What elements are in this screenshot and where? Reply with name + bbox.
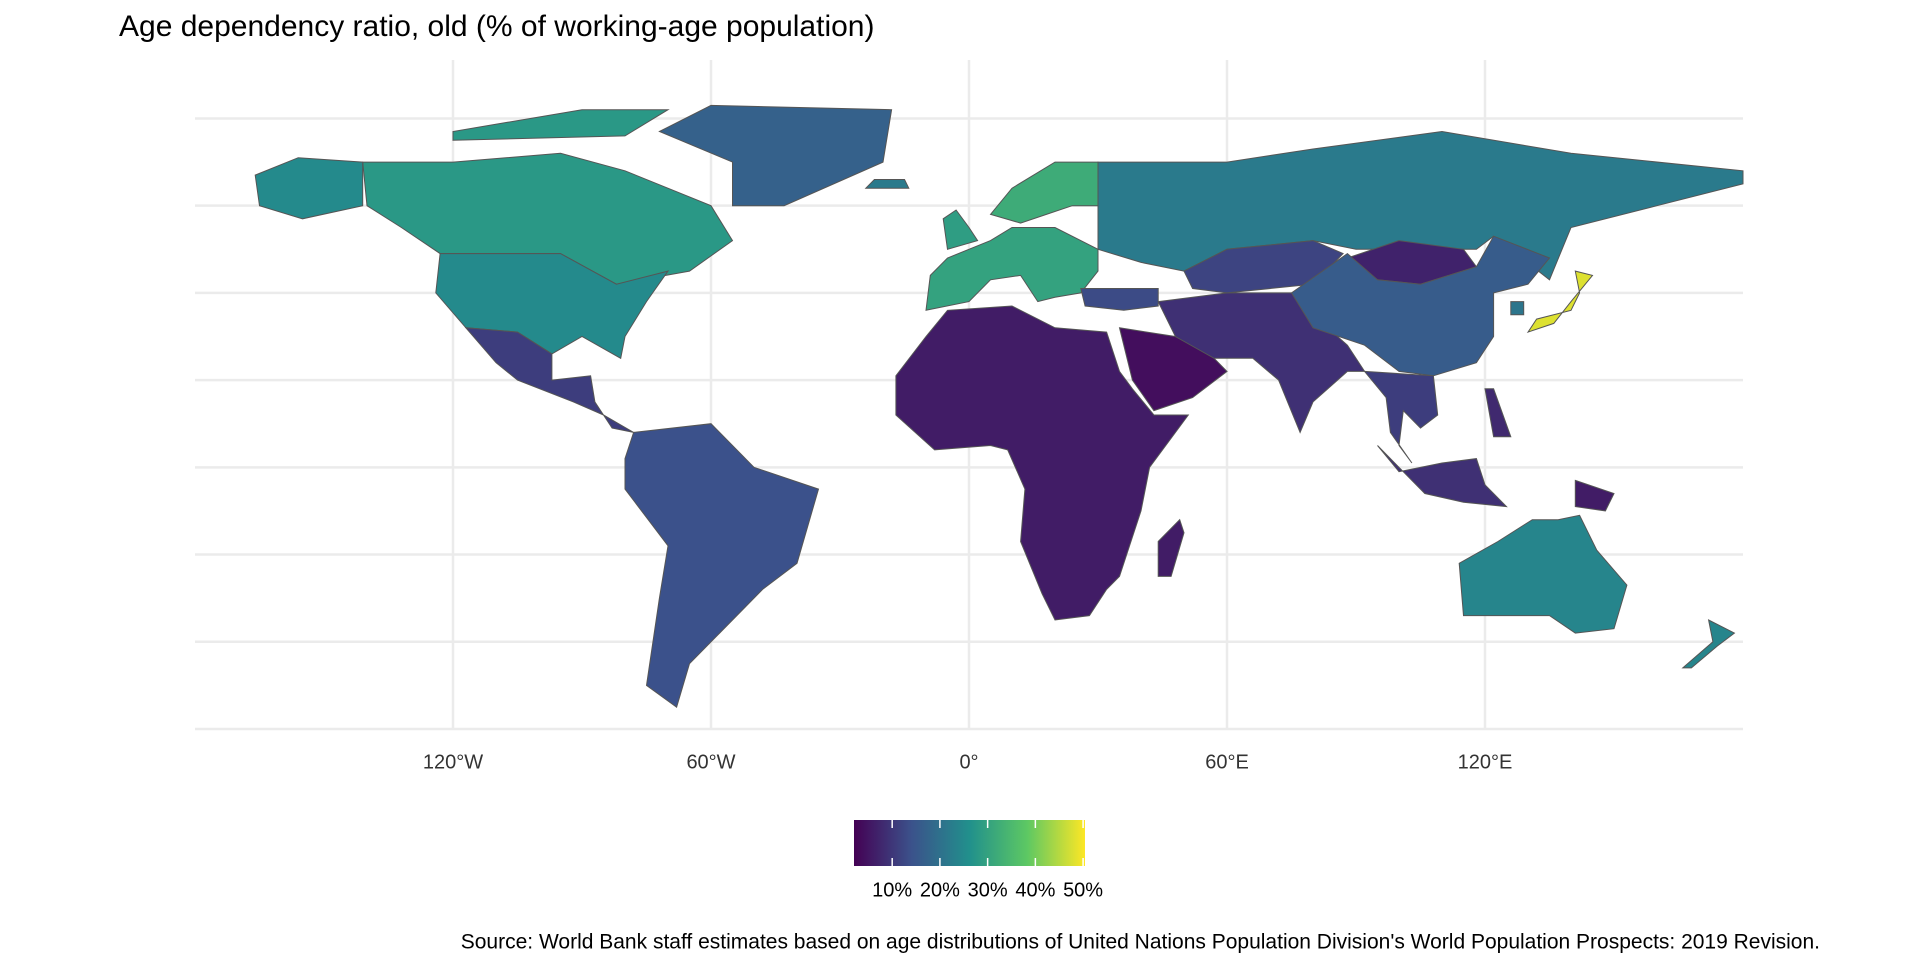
chart-title: Age dependency ratio, old (% of working-… (119, 10, 874, 43)
x-tick-label: 60°W (686, 751, 735, 773)
caption: Source: World Bank staff estimates based… (461, 931, 1820, 954)
x-tick-label: 0° (959, 751, 978, 773)
legend-label: 20% (920, 879, 960, 901)
legend-label: 50% (1063, 879, 1103, 901)
region (1681, 619, 1736, 669)
legend-label: 10% (872, 879, 912, 901)
region (1377, 445, 1508, 508)
region (1290, 235, 1551, 377)
region (658, 104, 893, 207)
legend-label: 30% (968, 879, 1008, 901)
x-tick-label: 120°W (423, 751, 483, 773)
region (452, 109, 670, 141)
region (942, 209, 979, 250)
region (1157, 518, 1185, 577)
legend-colorbar (854, 820, 1085, 866)
region (464, 327, 634, 433)
region (989, 161, 1099, 224)
x-tick-label: 120°E (1458, 751, 1513, 773)
region (1526, 270, 1594, 334)
region (1574, 479, 1615, 512)
region (925, 227, 1099, 311)
region (1510, 301, 1525, 316)
x-tick-label: 60°E (1205, 751, 1249, 773)
legend-label: 40% (1015, 879, 1055, 901)
region (1484, 388, 1512, 438)
region (895, 305, 1190, 621)
region (1458, 514, 1628, 634)
region (1080, 288, 1159, 311)
region (864, 179, 910, 189)
region (624, 423, 820, 709)
region (254, 157, 364, 220)
region (1363, 370, 1439, 464)
